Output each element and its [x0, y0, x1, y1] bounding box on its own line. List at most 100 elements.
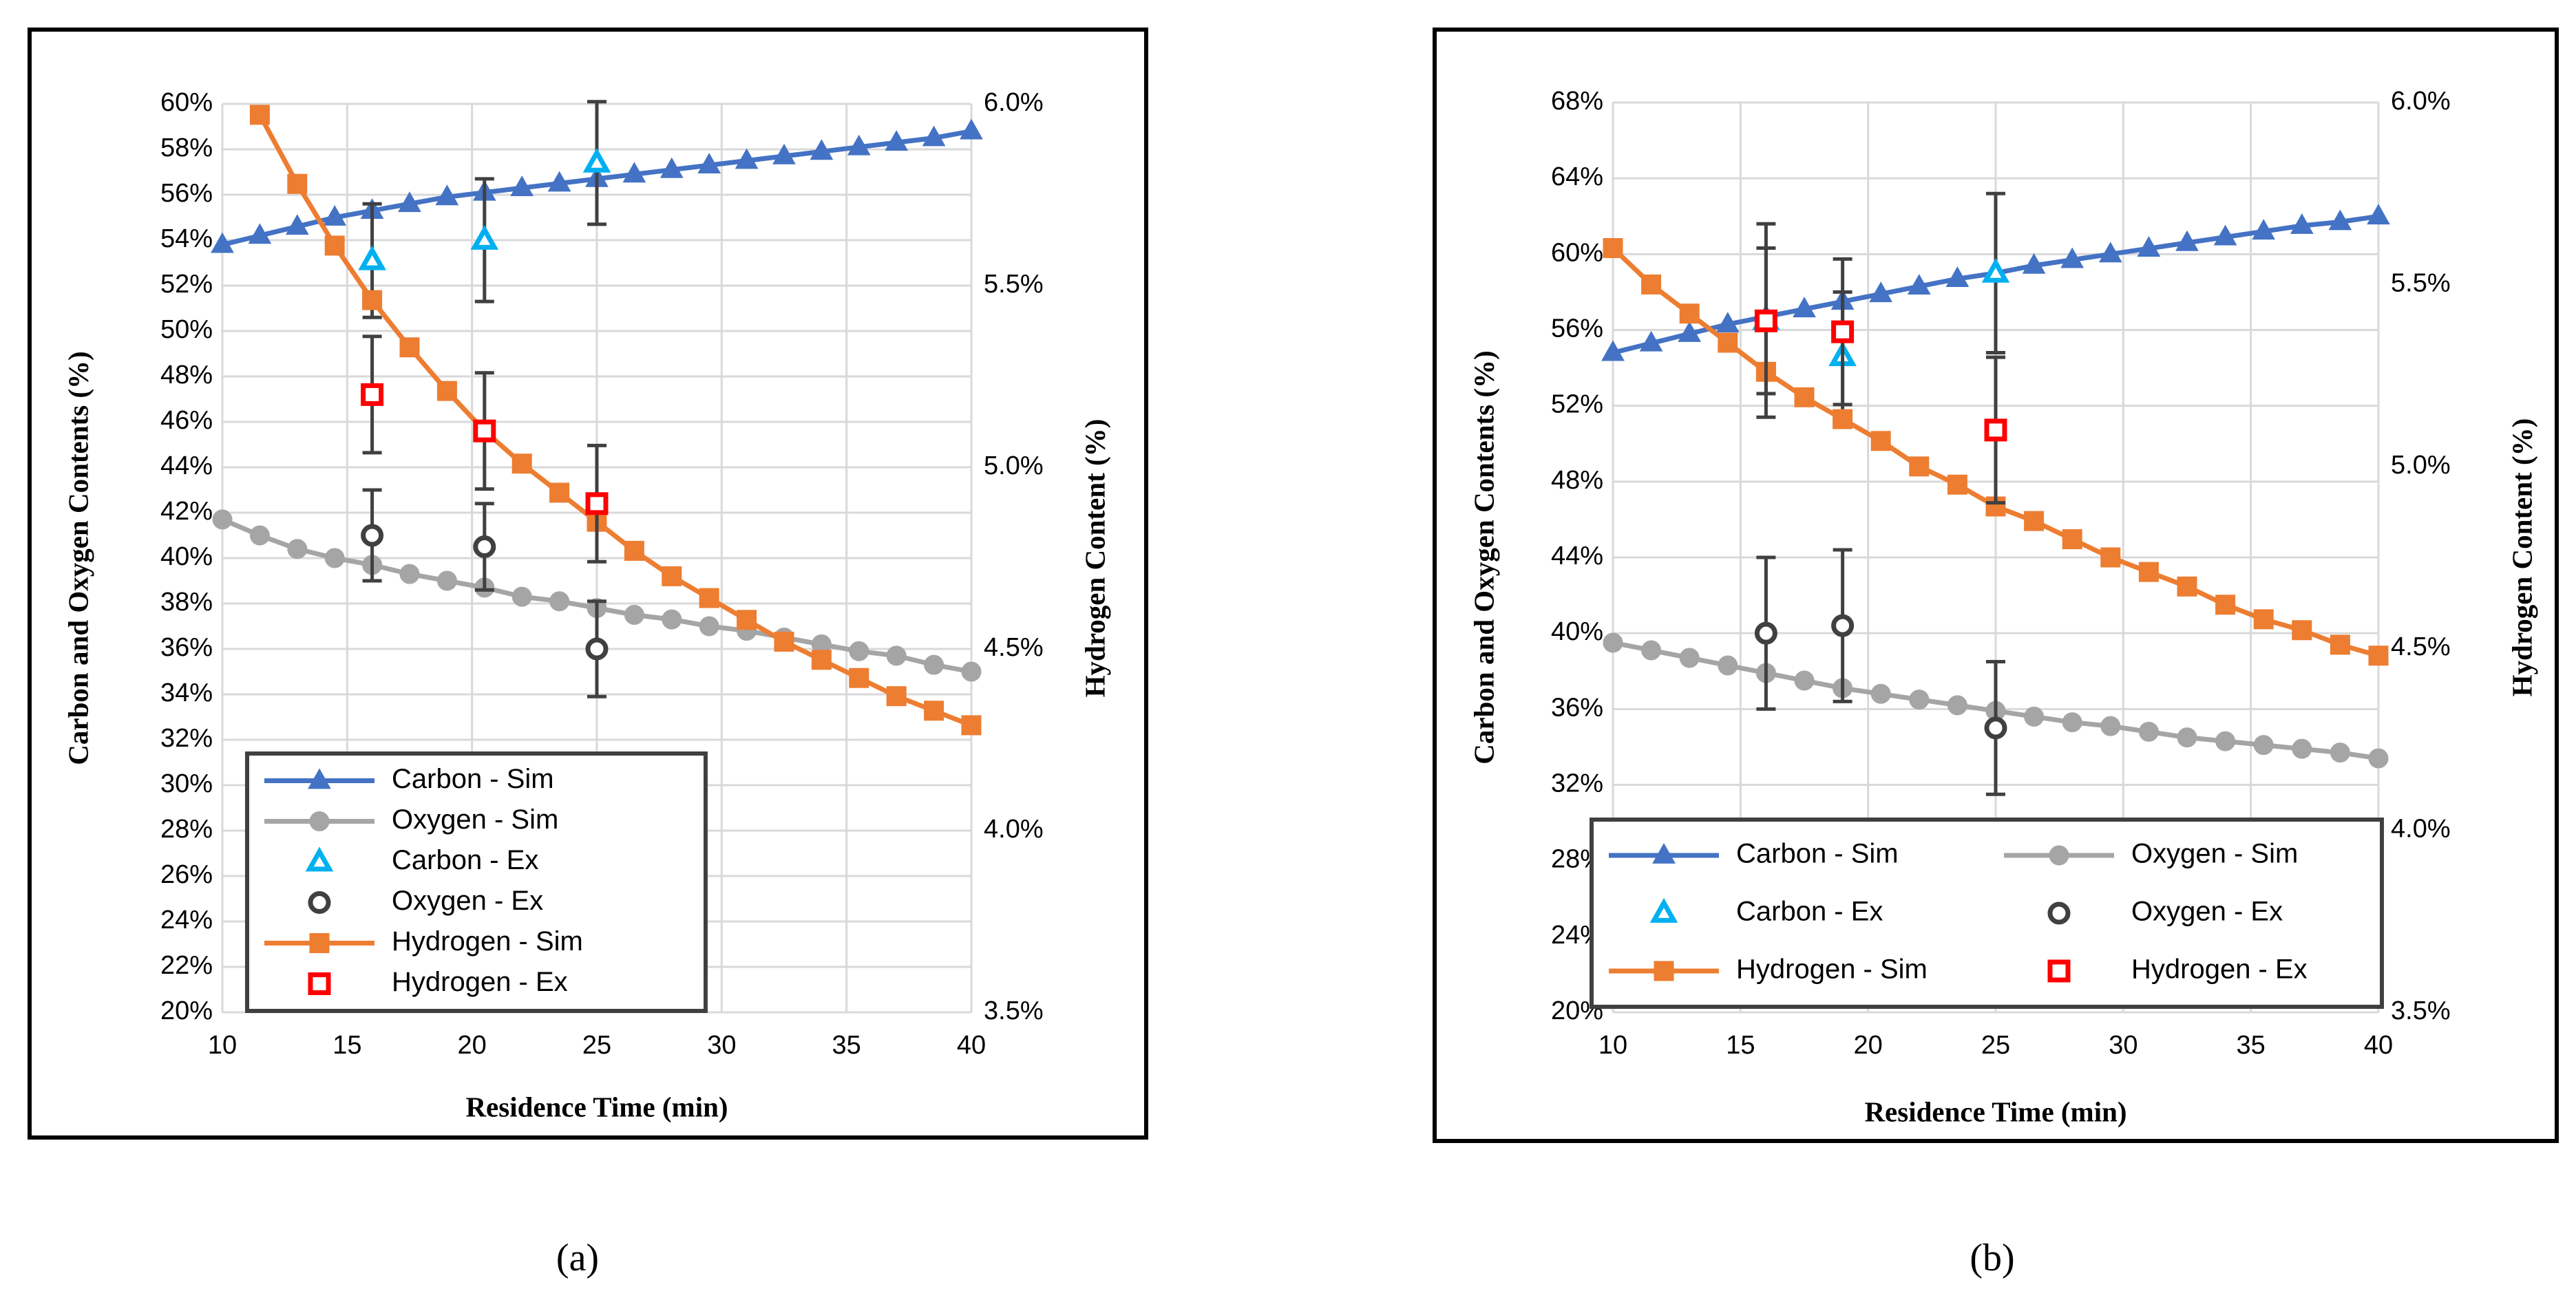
marker: [2137, 236, 2161, 257]
marker: [697, 153, 721, 173]
y-tick-label: 34%: [160, 679, 213, 707]
marker: [2138, 562, 2159, 582]
x-axis-title: Residence Time (min): [465, 1091, 728, 1122]
marker: [662, 566, 682, 586]
marker: [510, 175, 534, 196]
marker: [2060, 247, 2084, 268]
marker: [323, 204, 347, 226]
marker: [960, 118, 983, 140]
marker: [2175, 230, 2199, 251]
y-tick-label: 58%: [160, 134, 213, 162]
marker: [2062, 529, 2082, 550]
marker: [549, 482, 570, 503]
marker: [436, 570, 457, 591]
marker: [1601, 340, 1625, 361]
legend-label: Oxygen - Sim: [392, 804, 558, 835]
marker: [2292, 620, 2312, 641]
y-tick-label: 44%: [160, 451, 213, 480]
marker: [1718, 655, 1738, 676]
marker: [2177, 727, 2197, 748]
marker: [287, 173, 308, 194]
y-tick-label: 46%: [160, 406, 213, 435]
x-tick-label: 15: [1726, 1031, 1755, 1060]
marker: [211, 232, 234, 253]
marker: [886, 686, 907, 707]
marker: [1641, 640, 1662, 661]
marker: [473, 419, 496, 442]
marker: [435, 184, 459, 206]
y-tick-label: 56%: [1551, 314, 1603, 343]
marker: [212, 509, 233, 530]
marker: [699, 588, 719, 608]
y-axis-title: Carbon and Oxygen Contents (%): [1468, 350, 1499, 764]
y2-tick-label: 3.5%: [2391, 996, 2451, 1025]
y-tick-label: 36%: [160, 633, 213, 662]
marker: [2368, 645, 2389, 666]
legend-label: Hydrogen - Ex: [392, 967, 568, 997]
y2-axis-title: Hydrogen Content (%): [2506, 418, 2537, 697]
y2-tick-label: 4.5%: [984, 633, 1044, 662]
x-tick-label: 25: [1981, 1031, 2010, 1060]
marker: [2215, 731, 2236, 751]
y-tick-label: 38%: [160, 588, 213, 617]
marker: [2062, 712, 2082, 733]
x-tick-label: 20: [1854, 1031, 1883, 1060]
marker: [961, 661, 982, 682]
marker: [511, 453, 532, 474]
marker: [2100, 716, 2121, 736]
panel-label: (b): [1970, 1237, 2014, 1279]
marker: [1907, 274, 1931, 295]
y-tick-label: 32%: [1551, 769, 1603, 798]
marker: [1754, 309, 1777, 332]
marker: [2253, 735, 2274, 756]
y-tick-label: 52%: [1551, 390, 1603, 419]
marker: [549, 591, 570, 612]
marker: [1754, 621, 1777, 645]
y2-tick-label: 5.0%: [2391, 451, 2451, 480]
marker: [547, 171, 571, 192]
legend-box: [1590, 818, 2384, 1009]
marker: [1654, 961, 1674, 981]
y-tick-label: 44%: [1551, 542, 1603, 570]
legend-label: Oxygen - Sim: [2131, 839, 2298, 869]
y-tick-label: 42%: [160, 497, 213, 526]
marker: [961, 715, 982, 736]
legend-label: Carbon - Ex: [1736, 897, 1883, 927]
y2-tick-label: 5.0%: [984, 451, 1044, 480]
marker: [774, 631, 794, 652]
x-tick-label: 35: [2237, 1031, 2266, 1060]
marker: [2367, 204, 2390, 225]
y-tick-label: 40%: [160, 542, 213, 571]
panel-label: (a): [556, 1237, 599, 1279]
marker: [2328, 209, 2352, 231]
marker: [735, 148, 759, 169]
marker: [922, 125, 946, 147]
marker: [2138, 721, 2159, 742]
marker: [285, 214, 309, 235]
y-tick-label: 64%: [1551, 162, 1603, 191]
marker: [1794, 387, 1815, 407]
marker: [1870, 683, 1891, 704]
marker: [2330, 743, 2350, 763]
marker: [1831, 320, 1855, 343]
marker: [1869, 281, 1893, 303]
marker: [847, 134, 871, 156]
marker: [924, 701, 944, 721]
marker: [249, 525, 270, 546]
marker: [1981, 257, 2010, 283]
x-tick-label: 40: [2364, 1031, 2393, 1060]
marker: [2024, 706, 2045, 727]
marker: [810, 139, 834, 160]
y2-tick-label: 3.5%: [984, 996, 1044, 1025]
legend-label: Hydrogen - Ex: [2131, 954, 2308, 985]
marker: [924, 654, 944, 675]
y-tick-label: 52%: [160, 270, 213, 299]
marker: [1649, 897, 1678, 923]
y-tick-label: 60%: [160, 88, 213, 117]
marker: [1679, 303, 1700, 324]
marker: [2049, 845, 2069, 866]
y-tick-label: 32%: [160, 724, 213, 753]
marker: [2368, 748, 2389, 769]
y-tick-label: 36%: [1551, 693, 1603, 722]
